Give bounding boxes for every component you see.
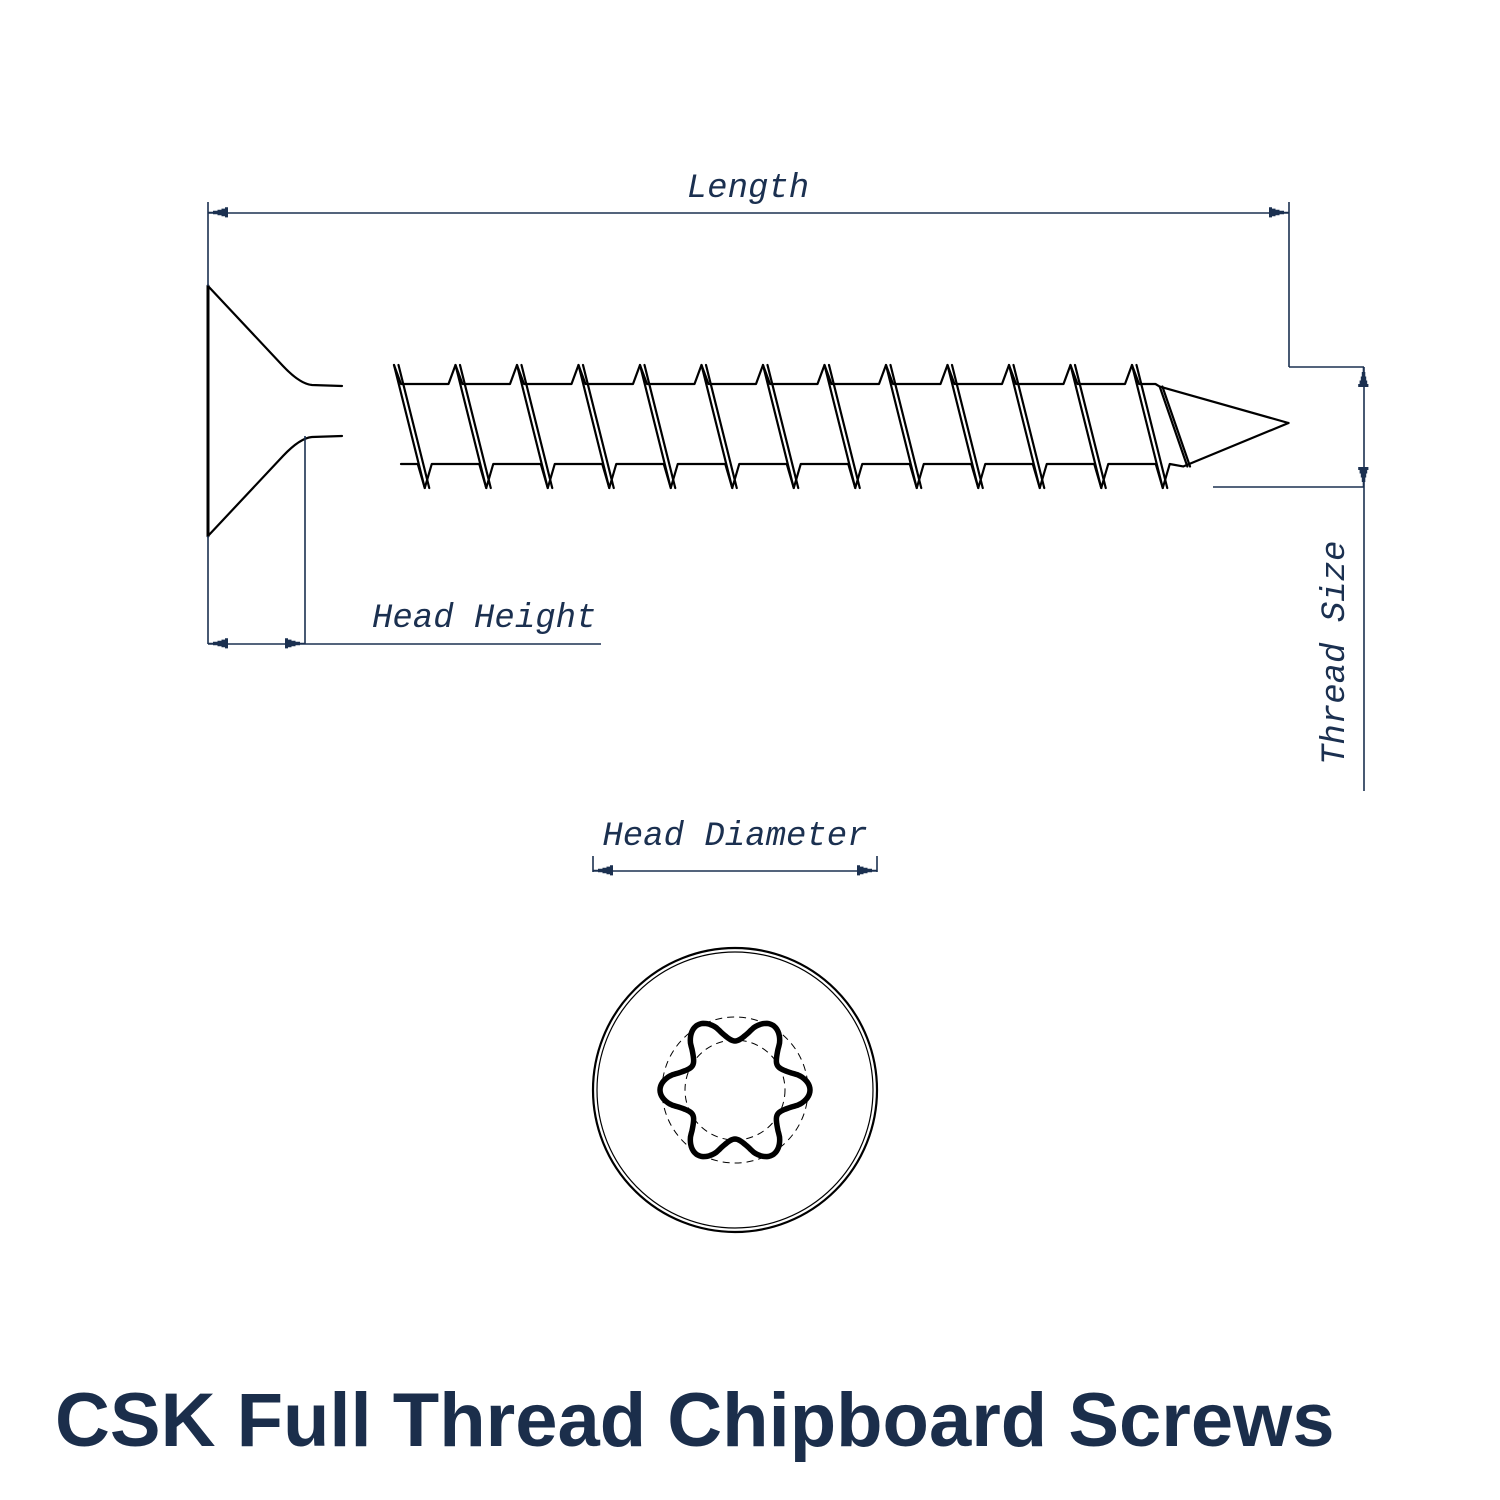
svg-text:Length: Length <box>687 170 809 208</box>
svg-text:Thread Size: Thread Size <box>1317 541 1355 765</box>
svg-text:Head Diameter: Head Diameter <box>602 818 867 856</box>
svg-text:Head Height: Head Height <box>372 600 596 638</box>
